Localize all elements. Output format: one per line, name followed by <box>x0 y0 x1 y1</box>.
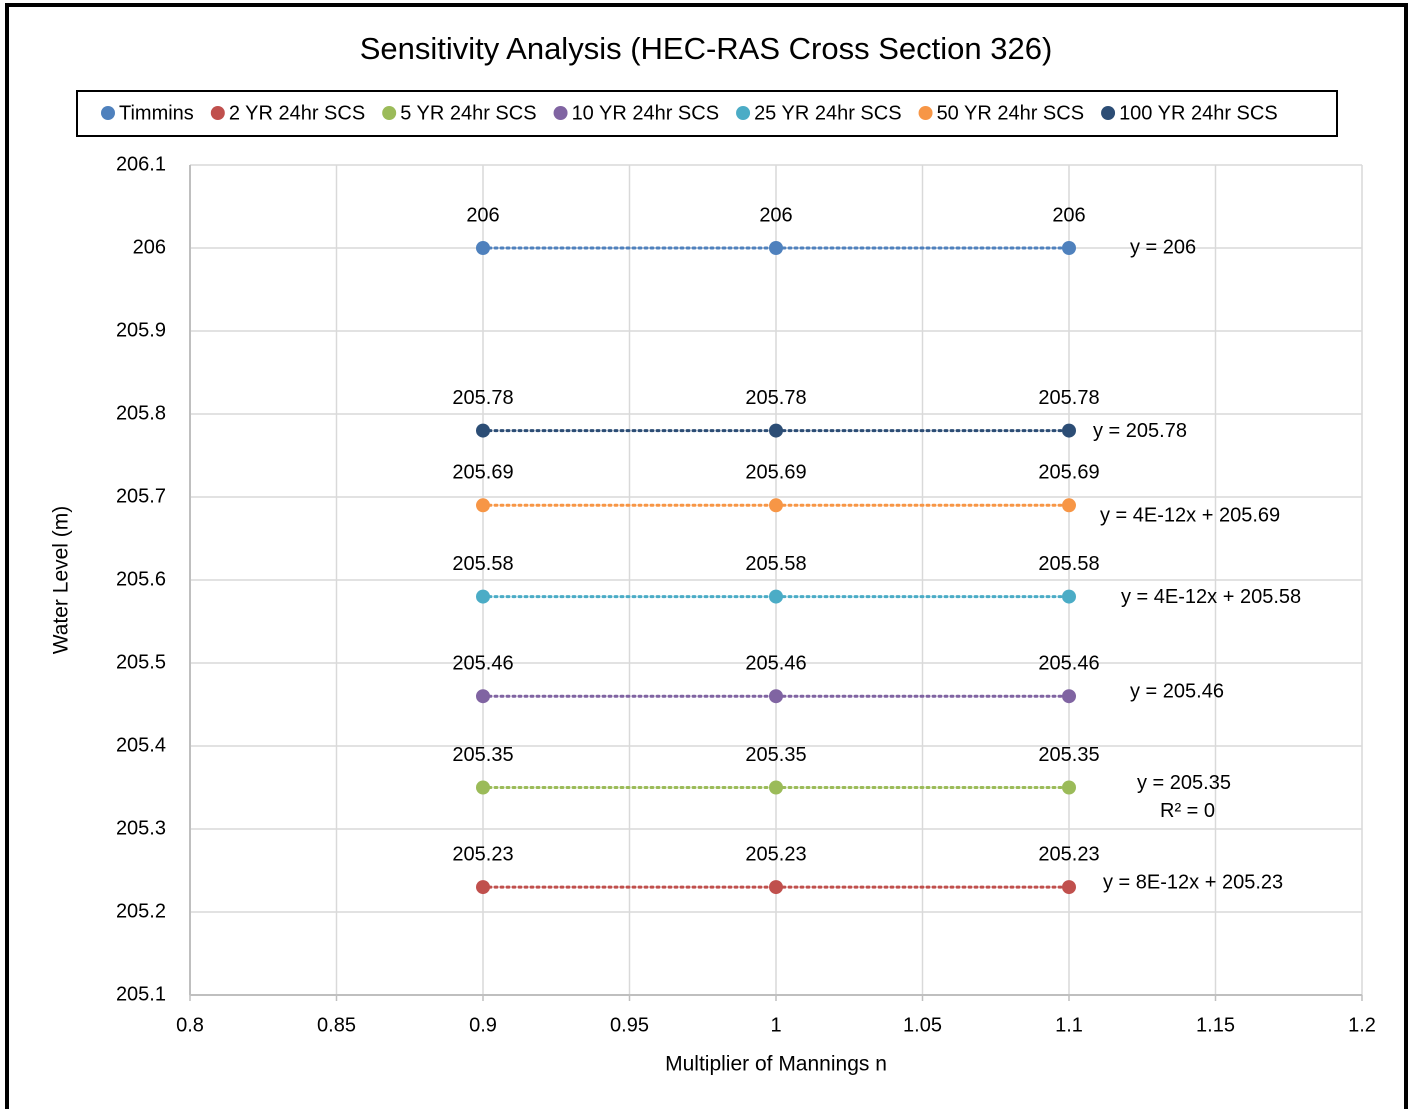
point <box>769 423 783 438</box>
point <box>1062 589 1076 604</box>
point <box>476 689 490 704</box>
point <box>1062 780 1076 795</box>
legend-label: 25 YR 24hr SCS <box>754 102 902 124</box>
legend-marker <box>1101 106 1116 120</box>
trendline-label: y = 206 <box>1130 236 1196 258</box>
y-tick-label: 205.8 <box>116 402 166 424</box>
point <box>476 780 490 795</box>
legend-label: 2 YR 24hr SCS <box>229 102 365 124</box>
y-tick-label: 205.4 <box>116 734 166 756</box>
point <box>769 498 783 513</box>
x-tick-label: 1.05 <box>903 1014 942 1036</box>
chart-border <box>5 3 1408 1114</box>
point <box>1062 423 1076 438</box>
legend-marker <box>101 106 115 120</box>
data-label: 205.35 <box>745 744 806 766</box>
data-label: 205.69 <box>745 462 806 484</box>
legend-label: 10 YR 24hr SCS <box>572 102 720 124</box>
x-tick-label: 0.8 <box>176 1014 204 1036</box>
data-label: 205.46 <box>452 652 513 674</box>
data-label: 205.35 <box>1038 744 1099 766</box>
x-axis-label: Multiplier of Mannings n <box>665 1053 887 1076</box>
data-label: 205.58 <box>452 553 513 575</box>
legend-label: 50 YR 24hr SCS <box>937 102 1085 124</box>
trendline-label: y = 205.46 <box>1130 680 1224 702</box>
point <box>476 241 490 255</box>
data-label: 205.46 <box>1038 652 1099 674</box>
data-label: 205.23 <box>1038 843 1099 865</box>
data-label: 205.35 <box>452 744 513 766</box>
x-tick-label: 1.2 <box>1348 1014 1376 1036</box>
point <box>1062 689 1076 704</box>
trendline-label: y = 205.78 <box>1093 420 1187 442</box>
chart-title: Sensitivity Analysis (HEC-RAS Cross Sect… <box>360 31 1053 66</box>
x-tick-label: 0.85 <box>317 1014 356 1036</box>
legend-label: 100 YR 24hr SCS <box>1119 102 1278 124</box>
x-tick-label: 1.15 <box>1196 1014 1235 1036</box>
y-axis-label: Water Level (m) <box>50 506 73 655</box>
point <box>476 498 490 513</box>
point <box>769 880 783 895</box>
data-label: 205.46 <box>745 652 806 674</box>
y-tick-label: 205.1 <box>116 983 166 1005</box>
y-tick-label: 205.3 <box>116 817 166 839</box>
y-tick-label: 205.9 <box>116 319 166 341</box>
legend-marker <box>210 106 225 120</box>
data-label: 205.69 <box>452 462 513 484</box>
trendline-label: y = 205.35 <box>1137 772 1231 794</box>
point <box>769 689 783 704</box>
point <box>476 880 490 895</box>
legend-marker <box>736 106 751 120</box>
x-tick-label: 0.9 <box>469 1014 497 1036</box>
legend-marker <box>918 106 933 120</box>
trendline-label: y = 4E-12x + 205.69 <box>1100 505 1280 527</box>
data-label: 205.78 <box>1038 387 1099 409</box>
point <box>1062 241 1076 255</box>
data-label: 206 <box>1052 204 1085 226</box>
data-label: 205.58 <box>745 553 806 575</box>
data-label: 206 <box>759 204 792 226</box>
point <box>769 780 783 795</box>
data-label: 205.23 <box>745 843 806 865</box>
x-tick-label: 1.1 <box>1055 1014 1083 1036</box>
legend-marker <box>382 106 397 120</box>
y-tick-label: 205.2 <box>116 900 166 922</box>
point <box>769 241 783 255</box>
r2-label: R² = 0 <box>1160 800 1215 822</box>
legend-box <box>76 90 1338 137</box>
point <box>769 589 783 604</box>
x-tick-label: 0.95 <box>610 1014 649 1036</box>
legend-marker <box>553 106 568 120</box>
data-label: 205.69 <box>1038 462 1099 484</box>
x-tick-label: 1 <box>770 1014 781 1036</box>
point <box>476 423 490 438</box>
legend-label: 5 YR 24hr SCS <box>400 102 536 124</box>
data-label: 205.58 <box>1038 553 1099 575</box>
y-tick-label: 206.1 <box>116 153 166 175</box>
data-label: 206 <box>466 204 499 226</box>
trendline-label: y = 4E-12x + 205.58 <box>1121 586 1301 608</box>
data-label: 205.23 <box>452 843 513 865</box>
data-label: 205.78 <box>745 387 806 409</box>
data-label: 205.78 <box>452 387 513 409</box>
legend-label: Timmins <box>119 102 194 124</box>
y-tick-label: 206 <box>133 236 166 258</box>
y-tick-label: 205.6 <box>116 568 166 590</box>
point <box>476 589 490 604</box>
y-tick-label: 205.7 <box>116 485 166 507</box>
y-tick-label: 205.5 <box>116 651 166 673</box>
point <box>1062 880 1076 895</box>
point <box>1062 498 1076 513</box>
trendline-label: y = 8E-12x + 205.23 <box>1103 871 1283 893</box>
